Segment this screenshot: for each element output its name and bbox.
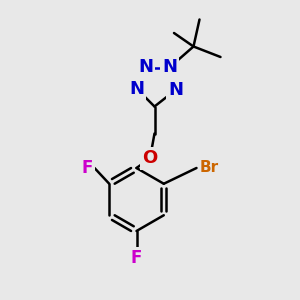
Text: F: F: [82, 159, 93, 177]
Text: N: N: [168, 81, 183, 99]
Text: O: O: [142, 149, 158, 167]
Text: Br: Br: [200, 160, 219, 175]
Text: N: N: [138, 58, 153, 76]
Text: N: N: [129, 80, 144, 98]
Text: F: F: [131, 249, 142, 267]
Text: N: N: [162, 58, 177, 76]
